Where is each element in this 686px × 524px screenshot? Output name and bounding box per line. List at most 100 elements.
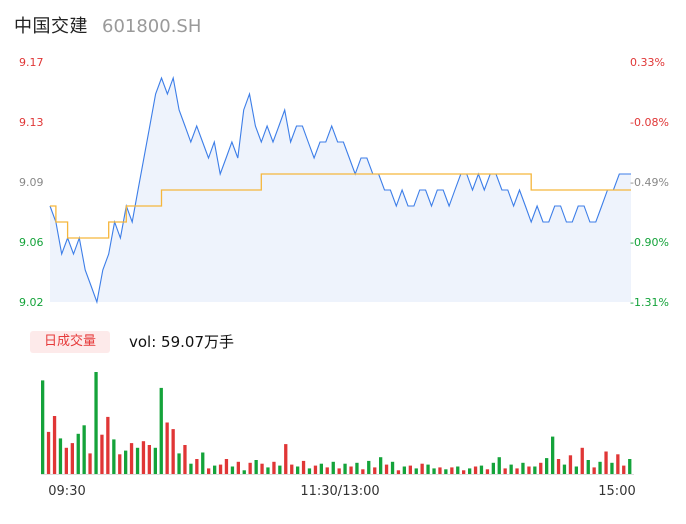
volume-bar bbox=[580, 447, 584, 474]
y-tick-label-right: -0.90% bbox=[630, 236, 669, 249]
volume-bar bbox=[610, 462, 614, 474]
volume-bar bbox=[230, 466, 235, 474]
volume-bar bbox=[278, 465, 282, 474]
volume-bar bbox=[58, 438, 63, 474]
volume-bar bbox=[124, 450, 128, 474]
volume-bar bbox=[349, 466, 353, 474]
volume-bar bbox=[319, 463, 323, 474]
volume-bar bbox=[106, 416, 110, 474]
volume-bar bbox=[438, 467, 442, 474]
volume-bar bbox=[337, 468, 341, 474]
volume-bar bbox=[556, 459, 561, 474]
volume-bar bbox=[402, 466, 406, 474]
stock-title: 中国交建 601800.SH bbox=[14, 12, 201, 40]
volume-bar bbox=[432, 468, 436, 474]
volume-value: 59.07万手 bbox=[161, 333, 234, 351]
volume-bar bbox=[165, 422, 169, 474]
volume-bar bbox=[521, 462, 525, 474]
volume-bar bbox=[254, 460, 258, 474]
volume-bar bbox=[343, 463, 347, 474]
volume-bar bbox=[296, 466, 300, 474]
volume-bar bbox=[586, 460, 590, 474]
volume-bar bbox=[379, 457, 383, 474]
volume-bar bbox=[236, 461, 240, 474]
volume-bar bbox=[355, 462, 359, 474]
volume-bar bbox=[272, 461, 276, 474]
y-tick-label-left: 9.09 bbox=[19, 176, 44, 189]
volume-bar bbox=[616, 454, 620, 474]
volume-bar bbox=[515, 468, 519, 474]
volume-bar bbox=[503, 468, 507, 474]
volume-bar bbox=[527, 466, 531, 474]
volume-bar bbox=[307, 468, 312, 474]
volume-bar bbox=[462, 470, 466, 474]
volume-bar bbox=[82, 425, 86, 474]
volume-bar bbox=[408, 465, 412, 474]
volume-bar bbox=[46, 431, 51, 474]
volume-bar bbox=[468, 468, 472, 474]
volume-bar bbox=[112, 439, 116, 474]
volume-bar bbox=[177, 453, 181, 474]
volume-bar bbox=[201, 452, 205, 474]
y-tick-label-left: 9.17 bbox=[19, 56, 44, 69]
volume-bar bbox=[135, 447, 140, 474]
y-tick-label-left: 9.02 bbox=[19, 296, 44, 309]
volume-bar bbox=[266, 467, 270, 474]
y-tick-label-right: -0.49% bbox=[630, 176, 669, 189]
volume-bar bbox=[628, 459, 632, 474]
volume-bar bbox=[373, 467, 377, 474]
volume-bar bbox=[574, 466, 578, 474]
volume-bar bbox=[153, 447, 157, 474]
volume-prefix: vol: bbox=[129, 333, 162, 351]
volume-bar bbox=[76, 433, 80, 474]
volume-bar bbox=[444, 469, 448, 474]
volume-bar bbox=[100, 434, 104, 474]
volume-readout: vol: 59.07万手 bbox=[129, 331, 234, 353]
volume-bar bbox=[88, 453, 92, 474]
volume-badge: 日成交量 bbox=[30, 331, 110, 353]
y-tick-label-right: -1.31% bbox=[630, 296, 669, 309]
volume-bar bbox=[426, 464, 430, 474]
volume-bar bbox=[41, 380, 45, 474]
volume-bar bbox=[94, 372, 98, 474]
price-line bbox=[49, 75, 631, 305]
volume-bar bbox=[450, 467, 454, 474]
volume-bar bbox=[509, 464, 513, 474]
volume-bar bbox=[331, 461, 335, 474]
volume-bar bbox=[195, 459, 199, 474]
volume-bar bbox=[485, 469, 490, 474]
volume-bar bbox=[301, 460, 306, 474]
average-price-line bbox=[50, 173, 631, 239]
volume-bar bbox=[213, 465, 217, 474]
y-tick-label-left: 9.06 bbox=[19, 236, 44, 249]
stock-name: 中国交建 bbox=[14, 16, 88, 37]
y-tick-label-right: -0.08% bbox=[630, 116, 669, 129]
volume-bar bbox=[284, 444, 288, 474]
volume-bar bbox=[70, 443, 74, 474]
volume-bar bbox=[260, 463, 264, 474]
volume-bar bbox=[224, 459, 229, 474]
volume-bar bbox=[533, 466, 537, 474]
volume-bar bbox=[420, 463, 424, 474]
volume-bar bbox=[545, 458, 549, 474]
volume-bar bbox=[592, 467, 596, 474]
volume-bar bbox=[367, 460, 371, 474]
volume-bar bbox=[622, 465, 626, 474]
volume-bar bbox=[189, 463, 193, 474]
volume-bar bbox=[562, 464, 567, 474]
volume-bar bbox=[325, 467, 329, 474]
volume-bar bbox=[539, 462, 543, 474]
y-tick-label-right: 0.33% bbox=[630, 56, 665, 69]
volume-bar bbox=[568, 455, 573, 474]
volume-bar bbox=[497, 457, 501, 474]
volume-bar bbox=[604, 451, 608, 474]
volume-bar bbox=[218, 464, 223, 474]
volume-bar bbox=[64, 447, 68, 474]
volume-bar bbox=[242, 470, 246, 474]
volume-bar bbox=[491, 462, 495, 474]
volume-bar bbox=[551, 436, 555, 474]
volume-bar bbox=[479, 465, 484, 474]
volume-bar bbox=[248, 462, 252, 474]
volume-bar bbox=[313, 465, 318, 474]
volume-bar bbox=[384, 464, 389, 474]
